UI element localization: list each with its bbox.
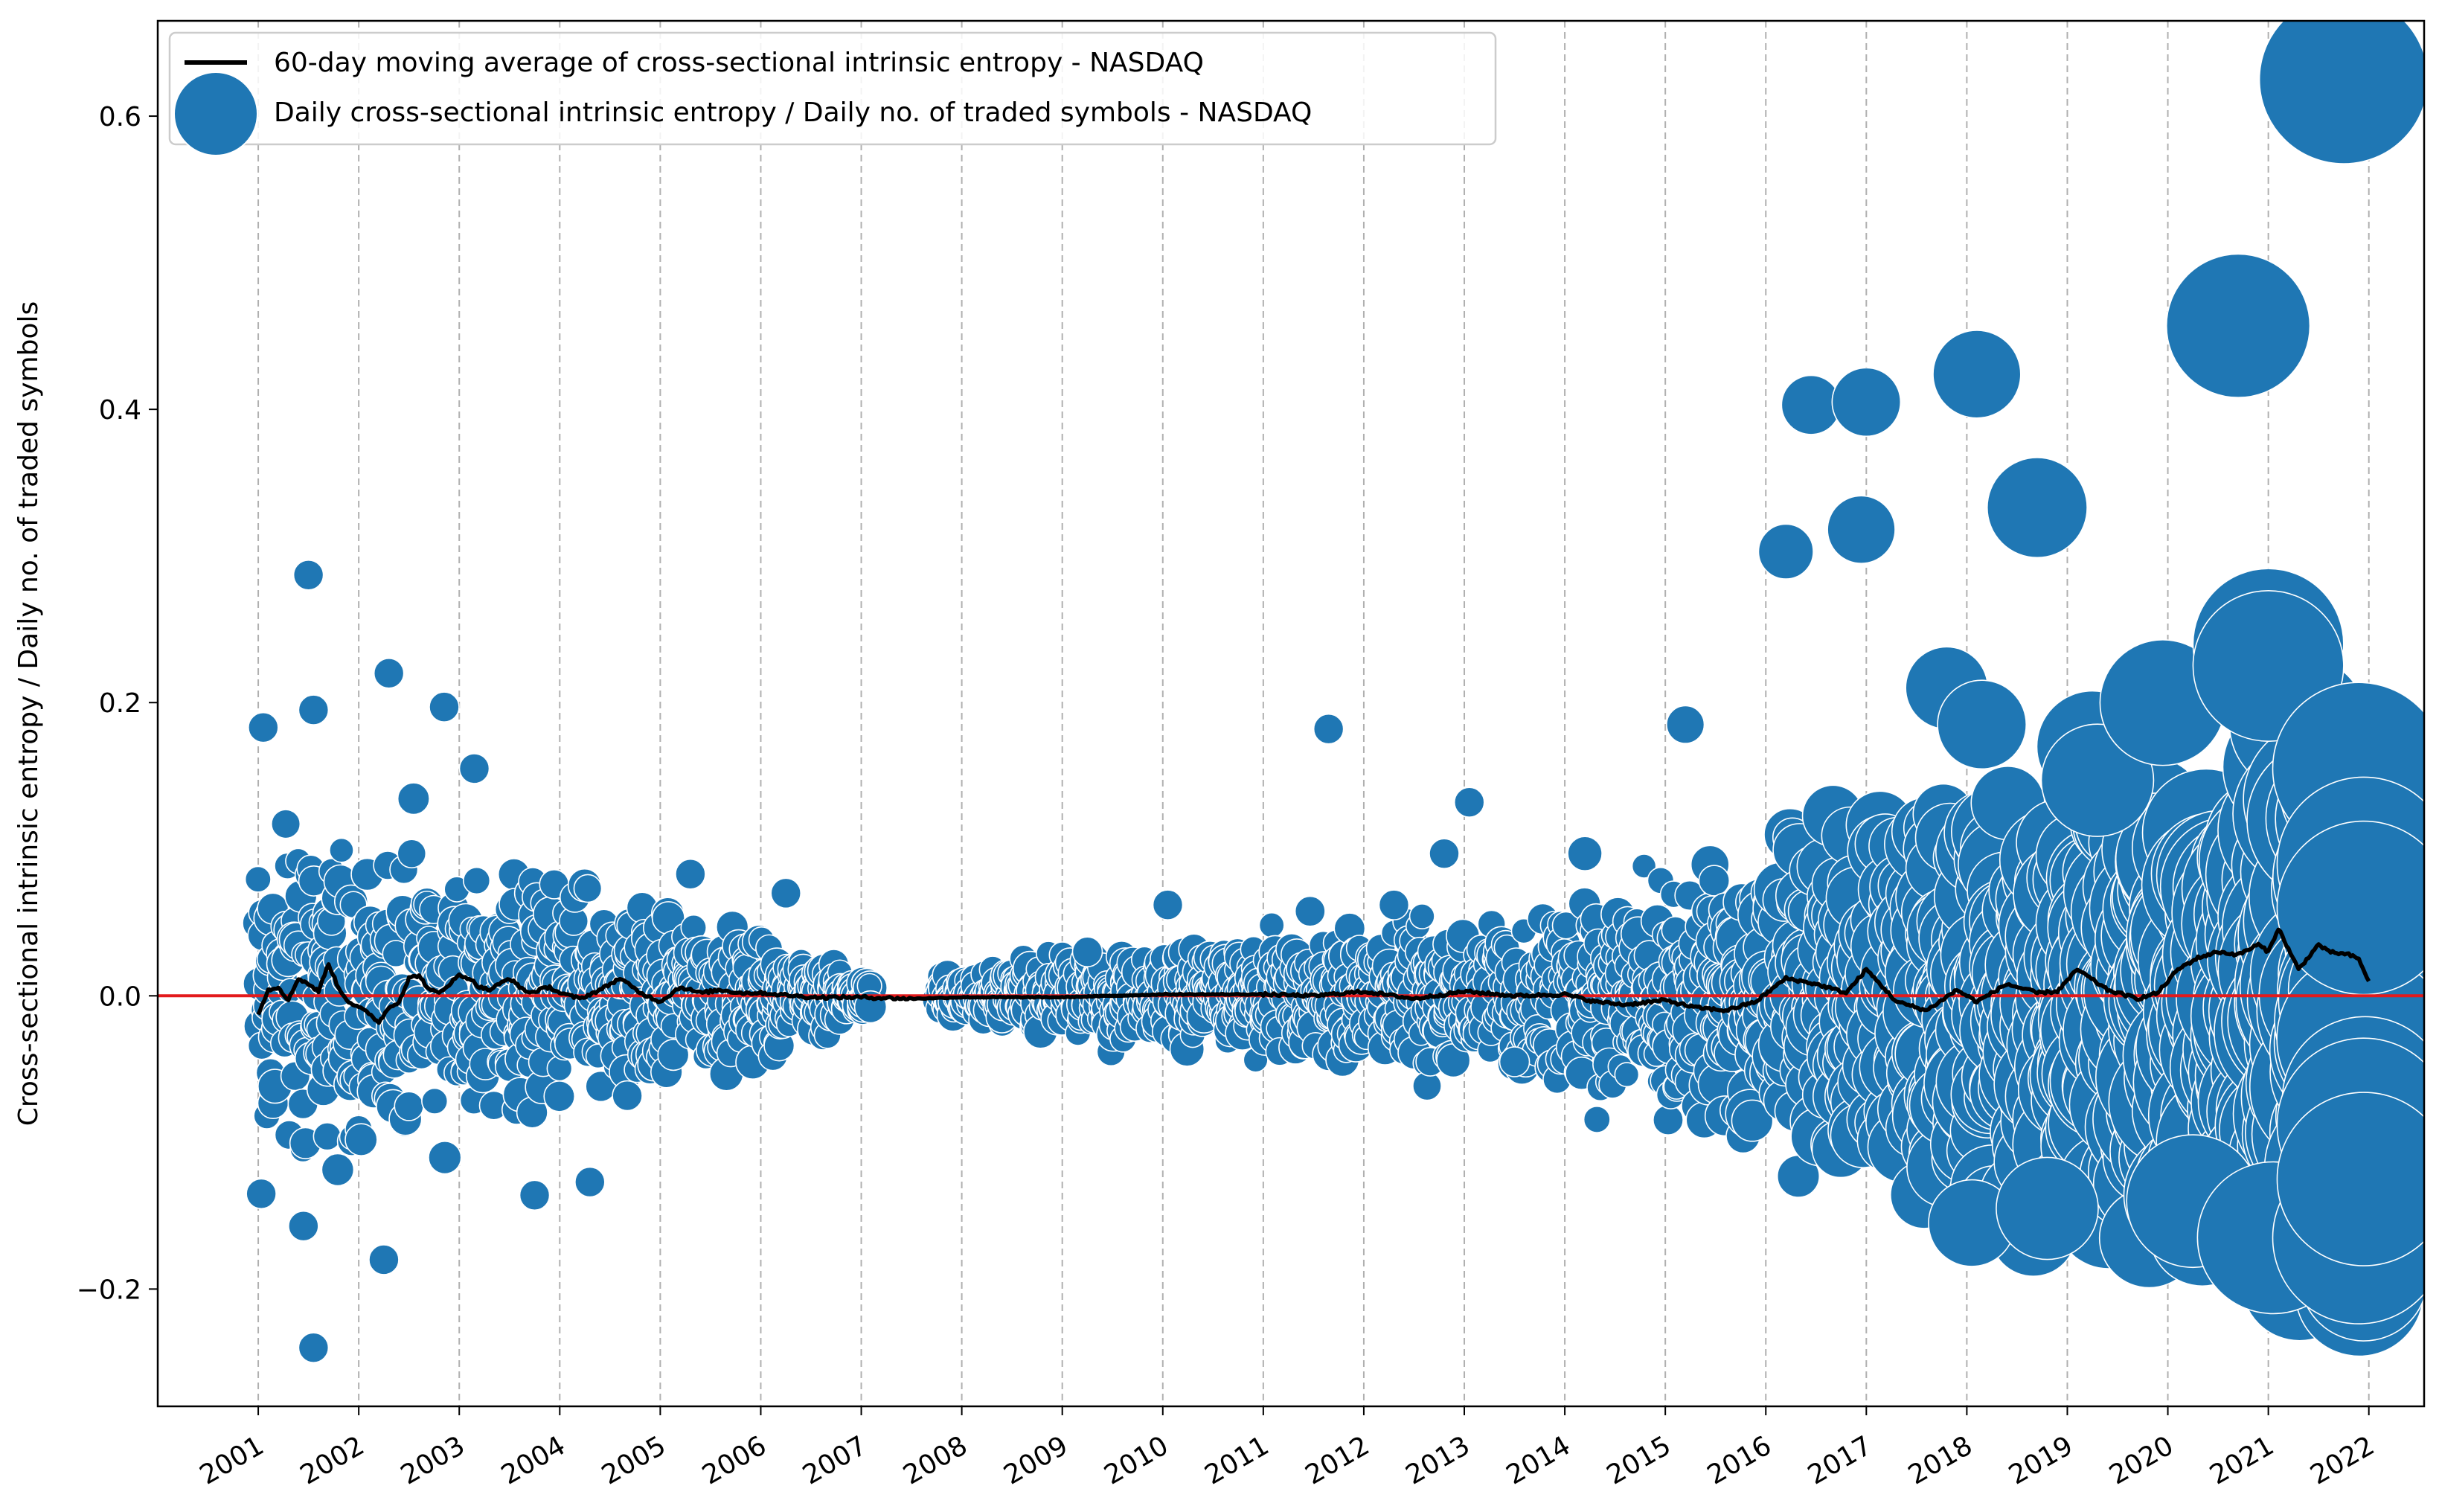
- data-bubble: [2258, 21, 2424, 164]
- y-tick-label: −0.2: [77, 1275, 141, 1305]
- data-bubble: [397, 839, 427, 869]
- data-bubble: [1996, 1156, 2099, 1260]
- data-bubble: [313, 1122, 342, 1151]
- y-tick-label: 0.0: [99, 981, 141, 1012]
- data-bubble: [429, 691, 460, 723]
- data-bubble: [1294, 895, 1326, 927]
- data-bubble: [458, 753, 490, 784]
- data-bubble: [612, 1080, 643, 1112]
- data-bubble: [519, 1179, 551, 1211]
- data-bubble: [675, 858, 706, 890]
- data-bubble: [657, 1039, 690, 1071]
- data-bubble: [1614, 1062, 1640, 1088]
- data-bubble: [1932, 330, 2022, 419]
- data-bubble: [428, 1140, 462, 1175]
- data-bubble: [1937, 679, 2028, 770]
- data-bubble: [1653, 1104, 1684, 1136]
- data-bubble: [397, 782, 430, 816]
- data-bubble: [1408, 903, 1435, 929]
- data-bubble: [368, 1244, 400, 1275]
- data-bubble: [770, 877, 802, 909]
- data-bubble: [248, 711, 279, 743]
- data-bubble: [543, 1080, 576, 1112]
- data-bubble: [1313, 713, 1345, 745]
- bubble-series: [242, 21, 2424, 1363]
- data-bubble: [1986, 457, 2088, 559]
- data-bubble: [1152, 889, 1184, 920]
- data-bubble: [1258, 912, 1285, 938]
- legend: 60-day moving average of cross-sectional…: [168, 31, 1497, 156]
- data-bubble: [1499, 1046, 1531, 1077]
- data-bubble: [298, 694, 330, 725]
- legend-entry-daily-bubbles: Daily cross-sectional intrinsic entropy …: [274, 97, 1312, 128]
- data-bubble: [373, 658, 405, 689]
- data-bubble: [321, 1153, 355, 1187]
- y-axis-label: Cross-sectional intrinsic entropy / Dail…: [13, 301, 44, 1126]
- data-bubble: [2165, 253, 2311, 399]
- data-bubble: [1429, 838, 1460, 869]
- data-bubble: [1567, 836, 1603, 871]
- y-tick-label: 0.6: [99, 102, 141, 132]
- data-bubble: [574, 1166, 606, 1198]
- data-bubble: [394, 1091, 424, 1121]
- data-bubble: [1831, 367, 1902, 438]
- data-bubble: [271, 809, 301, 839]
- data-bubble: [2276, 1092, 2424, 1266]
- data-bubble: [344, 1123, 378, 1156]
- y-tick-label: 0.2: [99, 688, 141, 719]
- legend-entry-moving-average: 60-day moving average of cross-sectional…: [274, 48, 1204, 78]
- data-bubble: [1453, 787, 1485, 819]
- data-bubble: [329, 837, 354, 863]
- data-bubble: [1071, 936, 1103, 967]
- data-bubble: [573, 874, 603, 903]
- y-tick-label: 0.4: [99, 395, 141, 426]
- data-bubble: [244, 865, 272, 893]
- data-bubble: [421, 1087, 449, 1115]
- data-bubble: [298, 1332, 330, 1363]
- data-bubble: [462, 866, 491, 895]
- data-bubble: [1757, 523, 1814, 580]
- legend-bubble-marker: [173, 71, 258, 156]
- data-bubble: [246, 1178, 277, 1210]
- data-bubble: [288, 1210, 319, 1242]
- data-bubble: [1378, 889, 1410, 920]
- data-bubble: [1698, 865, 1731, 897]
- data-bubble: [1827, 495, 1896, 564]
- data-bubble: [292, 559, 324, 591]
- data-bubble: [1583, 1105, 1611, 1133]
- data-bubble: [1666, 705, 1705, 744]
